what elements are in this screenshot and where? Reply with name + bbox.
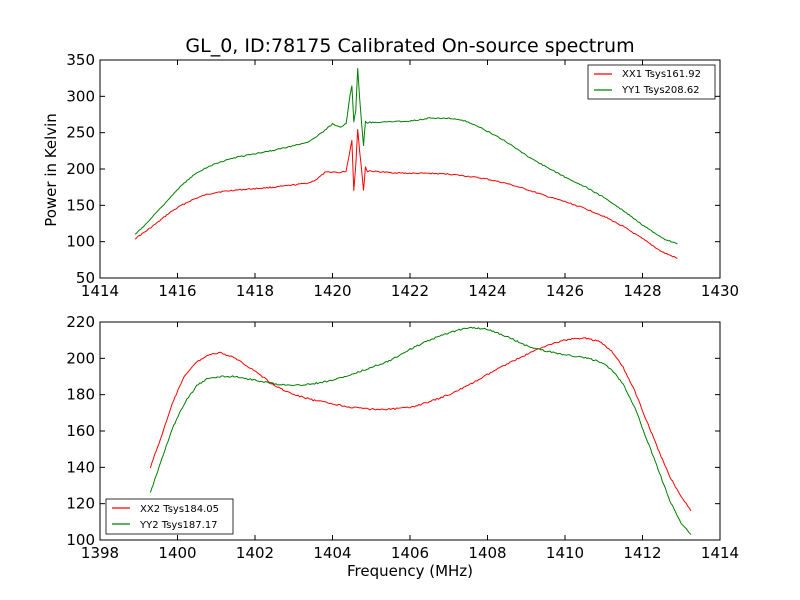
bottom-plot-frame <box>99 321 721 541</box>
top-x-tick-label: 1414 <box>81 282 119 300</box>
bottom-y-tick-label: 220 <box>66 313 95 331</box>
bottom-series-line-1 <box>149 337 692 512</box>
bottom-x-tick-label: 1406 <box>391 544 429 562</box>
top-y-tick-label: 100 <box>66 233 95 251</box>
top-plot-frame <box>99 59 721 279</box>
bottom-legend-box <box>105 498 234 535</box>
bottom-x-tick-label: 1414 <box>701 544 739 562</box>
top-y-tick-label: 200 <box>66 160 95 178</box>
top-y-tick-label: 250 <box>66 124 95 142</box>
top-series-line-2 <box>134 68 678 245</box>
top-legend-box <box>587 64 716 100</box>
top-x-tick-label: 1420 <box>313 282 351 300</box>
bottom-series-line-2 <box>149 326 692 535</box>
top-plot-ticks: 1414 1416 1418 1420 1422 1424 1426 1428 1430 50 10… <box>66 51 739 300</box>
top-x-tick-label: 1424 <box>468 282 506 300</box>
top-x-tick-label: 1428 <box>623 282 661 300</box>
top-y-tick-label: 50 <box>76 269 95 287</box>
top-x-tick-label: 1418 <box>236 282 274 300</box>
bottom-y-tick-label: 140 <box>66 458 95 476</box>
y-axis-label: Power in Kelvin <box>42 113 60 227</box>
bottom-y-tick-label: 160 <box>66 422 95 440</box>
top-plot-legend: XX1 Tsys161.92 YY1 Tsys208.62 <box>587 64 716 100</box>
top-y-tick-label: 350 <box>66 51 95 69</box>
bottom-x-tick-label: 1398 <box>81 544 119 562</box>
bottom-plot-series <box>149 326 692 535</box>
top-y-tick-label: 300 <box>66 87 95 105</box>
bottom-legend-label-yy2: YY2 Tsys187.17 <box>139 520 218 531</box>
bottom-x-tick-label: 1410 <box>546 544 584 562</box>
bottom-legend-label-xx2: XX2 Tsys184.05 <box>140 504 219 515</box>
bottom-x-tick-label: 1404 <box>313 544 351 562</box>
bottom-x-tick-label: 1408 <box>468 544 506 562</box>
top-legend-label-xx1: XX1 Tsys161.92 <box>622 69 701 80</box>
bottom-plot-ticks: 1398 1400 1402 1404 1406 1408 1410 1412 1414 100 1… <box>66 313 739 562</box>
top-x-tick-label: 1426 <box>546 282 584 300</box>
top-x-tick-label: 1416 <box>158 282 196 300</box>
bottom-x-tick-label: 1400 <box>158 544 196 562</box>
bottom-y-tick-label: 120 <box>66 495 95 513</box>
x-axis-label: Frequency (MHz) <box>347 562 473 580</box>
bottom-y-tick-label: 200 <box>66 349 95 367</box>
figure-title: GL_0, ID:78175 Calibrated On-source spec… <box>185 35 634 57</box>
top-plot-series <box>134 68 678 259</box>
bottom-y-tick-label: 180 <box>66 386 95 404</box>
top-x-tick-label: 1430 <box>701 282 739 300</box>
top-legend-label-yy1: YY1 Tsys208.62 <box>621 85 700 96</box>
top-y-tick-label: 150 <box>66 196 95 214</box>
bottom-y-tick-label: 100 <box>66 531 95 549</box>
bottom-plot: 1398 1400 1402 1404 1406 1408 1410 1412 1414 100 1… <box>66 313 739 562</box>
top-series-line-1 <box>134 128 678 259</box>
top-plot: 1414 1416 1418 1420 1422 1424 1426 1428 1430 50 10… <box>66 51 739 300</box>
bottom-x-tick-label: 1412 <box>623 544 661 562</box>
bottom-x-tick-label: 1402 <box>236 544 274 562</box>
bottom-plot-legend: XX2 Tsys184.05 YY2 Tsys187.17 <box>105 498 234 535</box>
top-x-tick-label: 1422 <box>391 282 429 300</box>
